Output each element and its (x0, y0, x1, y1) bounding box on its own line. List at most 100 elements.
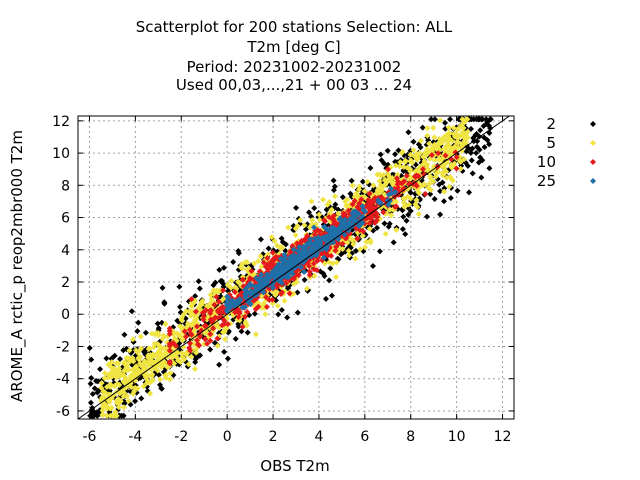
data-point (358, 218, 365, 225)
data-point (152, 331, 159, 338)
data-point (89, 412, 96, 419)
data-point (215, 298, 222, 305)
data-point (473, 149, 480, 156)
data-point (464, 162, 471, 169)
data-point (86, 345, 93, 352)
data-point (366, 225, 373, 232)
data-point (413, 197, 420, 204)
data-point (188, 353, 195, 360)
data-point (343, 202, 350, 209)
data-point (194, 337, 201, 344)
data-point (183, 351, 190, 358)
data-point (244, 283, 251, 290)
data-point (228, 298, 235, 305)
data-point (265, 260, 272, 267)
data-point (290, 252, 297, 259)
data-point (171, 360, 178, 367)
data-point (382, 182, 389, 189)
data-point (441, 185, 448, 192)
data-point (231, 288, 238, 295)
data-point (437, 117, 444, 124)
data-point (320, 196, 327, 203)
y-tick-label: -4 (56, 372, 70, 388)
data-point (122, 374, 129, 381)
data-point (427, 175, 434, 182)
data-point (132, 398, 139, 405)
data-point (410, 138, 417, 145)
data-point (98, 379, 105, 386)
plot-frame (77, 115, 515, 420)
data-point (183, 333, 190, 340)
data-point (135, 319, 142, 326)
data-point (108, 355, 115, 362)
data-point (217, 278, 224, 285)
data-point (185, 361, 192, 368)
data-point (156, 349, 163, 356)
data-point (307, 246, 314, 253)
data-point (479, 116, 486, 123)
data-point (473, 130, 480, 137)
data-point (419, 124, 426, 131)
data-point (351, 193, 358, 200)
data-point (447, 194, 454, 201)
data-point (387, 185, 394, 192)
data-point (317, 239, 324, 246)
data-point (129, 356, 136, 363)
data-point (367, 164, 374, 171)
data-point (257, 275, 264, 282)
data-point (399, 148, 406, 155)
data-point (121, 359, 128, 366)
data-point (216, 361, 223, 368)
data-point (421, 171, 428, 178)
data-point (424, 145, 431, 152)
data-point (290, 246, 297, 253)
data-point (388, 212, 395, 219)
data-point (331, 183, 338, 190)
data-point (302, 244, 309, 251)
data-point (87, 380, 94, 387)
data-point (221, 320, 228, 327)
data-point (112, 371, 119, 378)
data-point (359, 232, 366, 239)
data-point (224, 302, 231, 309)
data-point (157, 376, 164, 383)
data-point (269, 296, 276, 303)
data-point (162, 320, 169, 327)
data-point (201, 336, 208, 343)
data-point (361, 188, 368, 195)
data-point (425, 185, 432, 192)
data-point (134, 385, 141, 392)
data-point (380, 171, 387, 178)
data-point (239, 323, 246, 330)
data-point (388, 190, 395, 197)
data-point (338, 223, 345, 230)
data-point (326, 259, 333, 266)
data-point (121, 389, 128, 396)
data-point (486, 165, 493, 172)
data-point (419, 166, 426, 173)
data-point (301, 222, 308, 229)
data-point (381, 220, 388, 227)
data-point (384, 147, 391, 154)
legend-marker (590, 159, 596, 165)
data-point (444, 147, 451, 154)
data-point (116, 398, 123, 405)
data-point (290, 290, 297, 297)
data-point (435, 168, 442, 175)
data-point (410, 147, 417, 154)
data-point (274, 302, 281, 309)
data-point (342, 211, 349, 218)
y-tick-label: 2 (61, 275, 70, 291)
data-point (440, 198, 447, 205)
data-point (244, 290, 251, 297)
data-point (333, 259, 340, 266)
data-point (265, 245, 272, 252)
data-point (244, 329, 251, 336)
data-point (455, 116, 462, 123)
data-point (461, 156, 468, 163)
data-point (107, 381, 114, 388)
title-line-2: T2m [deg C] (246, 38, 340, 56)
data-point (289, 259, 296, 266)
data-point (405, 129, 412, 136)
